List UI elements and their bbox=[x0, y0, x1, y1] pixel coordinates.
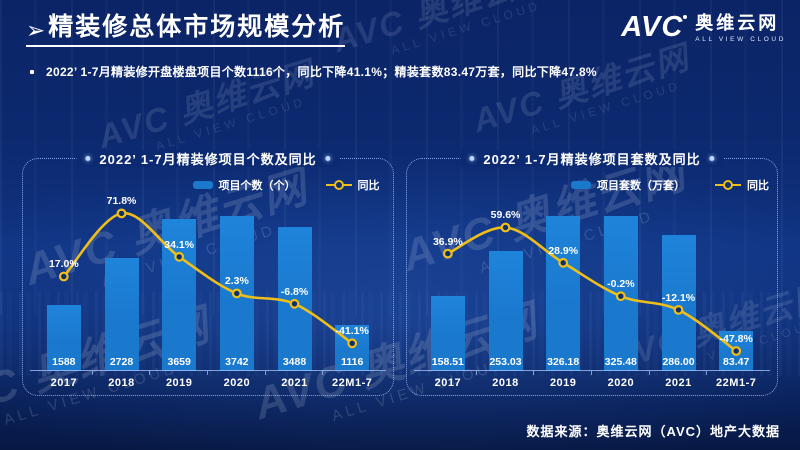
title-dot-icon bbox=[85, 156, 91, 161]
title-dot-icon bbox=[325, 156, 331, 161]
title-arrow-icon: ➢ bbox=[26, 16, 46, 43]
line-marker-icon bbox=[673, 304, 684, 315]
logo-name: 奥维云网 bbox=[695, 13, 780, 33]
chart-title-row: 2022’ 1-7月精装修项目个数及同比 bbox=[76, 150, 340, 167]
x-axis-label: 2017 bbox=[35, 371, 93, 395]
bar-2017 bbox=[430, 296, 465, 371]
bar-value-label: 3488 bbox=[282, 356, 307, 368]
title-dot-icon bbox=[469, 156, 475, 161]
bar-column: 3659 bbox=[150, 196, 208, 371]
page-title: 精装修总体市场规模分析 bbox=[48, 13, 346, 41]
yoy-line bbox=[442, 222, 742, 356]
x-axis-label: 2021 bbox=[266, 371, 324, 395]
line-marker-icon bbox=[347, 338, 358, 349]
line-marker-icon bbox=[289, 298, 300, 309]
chart-legend: 项目套数（万套） 同比 bbox=[497, 178, 800, 192]
bar-2021 bbox=[661, 235, 696, 371]
bar-value-label: 3659 bbox=[167, 356, 191, 368]
bar-2018 bbox=[104, 258, 139, 371]
x-axis-label: 2020 bbox=[592, 371, 650, 395]
bar-column: 2728 bbox=[93, 196, 151, 371]
chart-title-row: 2022’ 1-7月精装修项目套数及同比 bbox=[460, 150, 724, 167]
bar-value-label: 2728 bbox=[109, 356, 134, 368]
bar-value-label: 325.48 bbox=[604, 356, 637, 368]
x-axis-labels: 2017 2018 2019 2020 2021 22M1-7 bbox=[35, 371, 381, 395]
bar-value-label: 286.00 bbox=[662, 356, 695, 368]
x-axis-label: 22M1-7 bbox=[716, 377, 757, 389]
chart-panel-project-count: 2022’ 1-7月精装修项目个数及同比 项目个数（个） 同比 1588 2728… bbox=[22, 150, 394, 396]
line-marker-icon bbox=[116, 208, 127, 219]
line-marker-icon bbox=[58, 271, 69, 282]
data-source: 数据来源：奥维云网（AVC）地产大数据 bbox=[526, 424, 780, 439]
bar-value-label: 83.47 bbox=[723, 356, 750, 368]
x-axis-labels: 2017 2018 2019 2020 2021 22M1-7 bbox=[419, 371, 765, 395]
bars-layer: 158.51 253.03 326.18 325.48 286.00 83.47 bbox=[419, 196, 765, 371]
line-marker-icon bbox=[442, 248, 453, 259]
x-axis-label: 2020 bbox=[208, 371, 266, 395]
header: ➢ 精装修总体市场规模分析 bbox=[26, 13, 346, 47]
bar-column: 286.00 bbox=[650, 196, 708, 371]
line-marker-icon bbox=[615, 291, 626, 302]
chart-title: 2022’ 1-7月精装修项目套数及同比 bbox=[483, 152, 701, 167]
line-marker-icon bbox=[174, 251, 185, 262]
x-axis-label: 2019 bbox=[150, 371, 208, 395]
bar-swatch-icon bbox=[571, 181, 591, 189]
bar-column: 158.51 bbox=[419, 196, 477, 371]
bar-value-label: 326.18 bbox=[547, 356, 580, 368]
logo-abbr: AVC bbox=[621, 13, 688, 42]
x-axis-label: 2019 bbox=[534, 371, 592, 395]
plot-area: 158.51 253.03 326.18 325.48 286.00 83.47 36.9… bbox=[414, 196, 770, 371]
legend-item-bars: 项目套数（万套） bbox=[571, 177, 685, 193]
summary-text: 2022’ 1-7月精装修开盘楼盘项目个数1116个，同比下降41.1%；精装套… bbox=[46, 65, 597, 79]
line-marker-icon bbox=[731, 346, 742, 356]
bar-value-label: 158.51 bbox=[431, 356, 464, 368]
bar-swatch-icon bbox=[192, 181, 213, 189]
summary-bullet: 2022’ 1-7月精装修开盘楼盘项目个数1116个，同比下降41.1%；精装套… bbox=[30, 63, 597, 80]
x-axis-label: 2021 bbox=[650, 371, 708, 395]
bar-column: 253.03 bbox=[477, 196, 535, 371]
line-swatch-icon bbox=[325, 180, 352, 190]
x-axis-label: 22M1-7 bbox=[332, 377, 373, 389]
chart-panel-unit-count: 2022’ 1-7月精装修项目套数及同比 项目套数（万套） 同比 158.51 2… bbox=[406, 150, 778, 396]
chart-title: 2022’ 1-7月精装修项目个数及同比 bbox=[99, 152, 317, 167]
plot-area: 1588 2728 3659 3742 3488 1116 17.0% 71.8% 34.1%… bbox=[30, 195, 386, 371]
yoy-line bbox=[58, 208, 358, 349]
line-marker-icon bbox=[558, 257, 569, 268]
bar-value-label: 1588 bbox=[52, 356, 76, 368]
bar-2018 bbox=[488, 251, 523, 371]
chart-legend: 项目个数（个） 同比 bbox=[113, 178, 459, 192]
bar-column: 326.18 bbox=[534, 196, 592, 371]
line-marker-icon bbox=[500, 222, 511, 233]
legend-item-line: 同比 bbox=[715, 177, 769, 193]
bar-2019 bbox=[546, 216, 581, 371]
bar-value-label: 3742 bbox=[225, 356, 249, 368]
x-axis-label: 2017 bbox=[419, 371, 477, 395]
bar-column: 1588 bbox=[35, 196, 93, 371]
line-swatch-icon bbox=[715, 180, 741, 190]
bullet-marker-icon bbox=[30, 69, 34, 74]
legend-item-line: 同比 bbox=[325, 177, 380, 193]
logo-tagline: ALL VIEW CLOUD bbox=[695, 35, 786, 43]
bar-2017 bbox=[46, 305, 81, 371]
legend-item-bars: 项目个数（个） bbox=[192, 177, 296, 193]
title-dot-icon bbox=[709, 156, 715, 161]
logo-dot-icon bbox=[683, 15, 688, 19]
x-axis-label: 2018 bbox=[477, 371, 535, 395]
bar-2019 bbox=[162, 219, 197, 371]
x-axis-label: 2018 bbox=[93, 371, 151, 395]
bar-value-label: 253.03 bbox=[489, 356, 522, 368]
line-marker-icon bbox=[231, 288, 242, 299]
bar-value-label: 1116 bbox=[341, 356, 364, 368]
avc-logo: AVC 奥维云网 ALL VIEW CLOUD bbox=[621, 13, 786, 43]
